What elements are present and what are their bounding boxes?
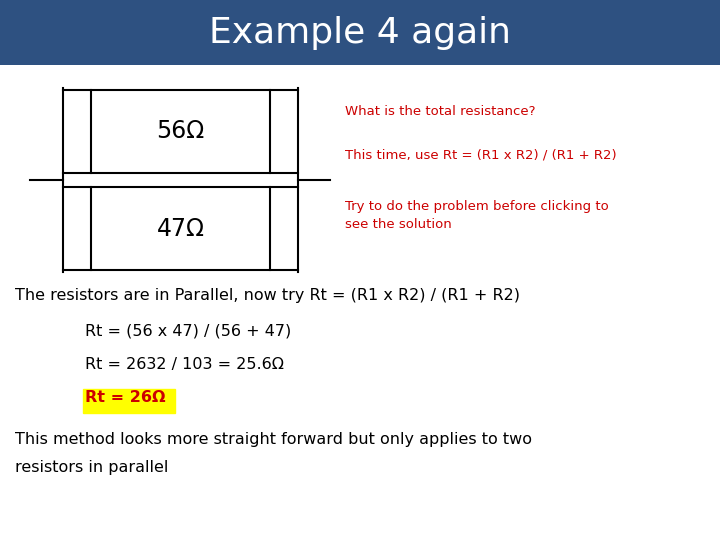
Text: Example 4 again: Example 4 again (209, 16, 511, 50)
Text: The resistors are in Parallel, now try Rt = (R1 x R2) / (R1 + R2): The resistors are in Parallel, now try R… (15, 288, 520, 303)
Bar (91, 90, 270, 173)
Text: resistors in parallel: resistors in parallel (15, 460, 168, 475)
Text: This method looks more straight forward but only applies to two: This method looks more straight forward … (15, 432, 532, 447)
Bar (0, 0, 720, 65)
Text: This time, use Rt = (R1 x R2) / (R1 + R2): This time, use Rt = (R1 x R2) / (R1 + R2… (345, 148, 616, 161)
Text: Rt = 2632 / 103 = 25.6Ω: Rt = 2632 / 103 = 25.6Ω (85, 357, 284, 372)
Bar (83, 389, 175, 413)
Text: Rt = 26Ω: Rt = 26Ω (85, 390, 166, 405)
Text: Rt = (56 x 47) / (56 + 47): Rt = (56 x 47) / (56 + 47) (85, 324, 292, 339)
Text: 56Ω: 56Ω (156, 119, 204, 144)
Text: 47Ω: 47Ω (156, 217, 204, 240)
Text: see the solution: see the solution (345, 218, 451, 231)
Text: What is the total resistance?: What is the total resistance? (345, 105, 536, 118)
Text: Try to do the problem before clicking to: Try to do the problem before clicking to (345, 200, 608, 213)
Bar (91, 187, 270, 270)
